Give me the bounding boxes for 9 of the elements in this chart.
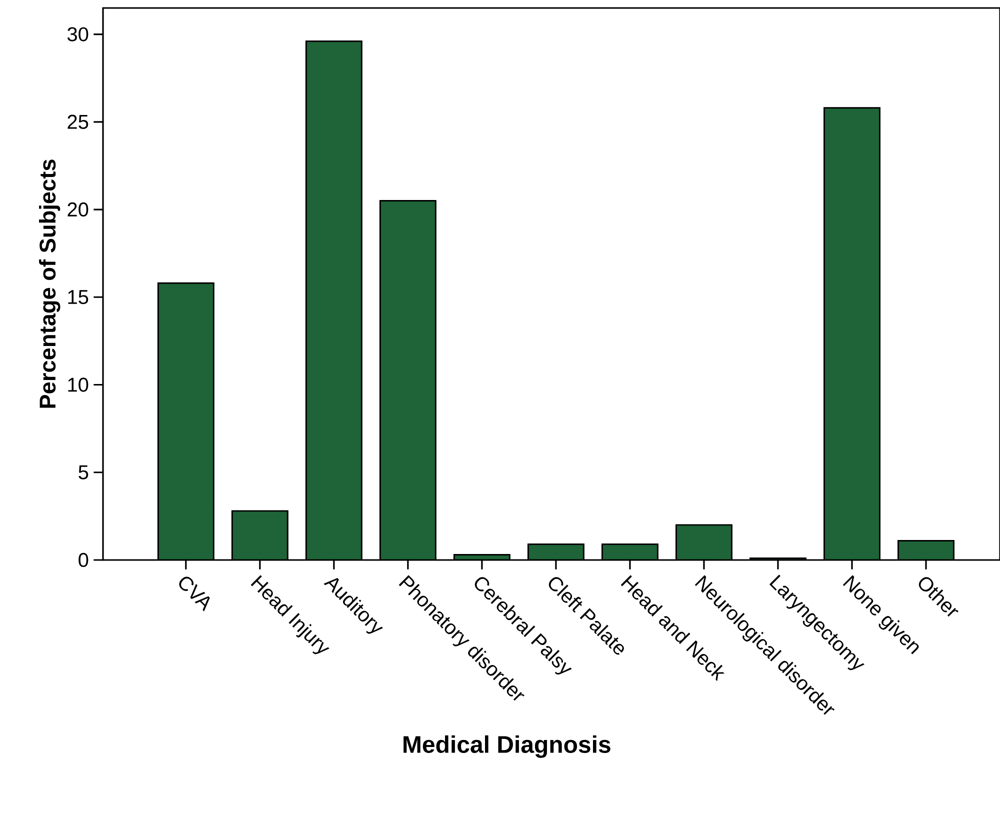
y-axis-title: Percentage of Subjects [39, 160, 60, 408]
y-tick-label: 15 [68, 290, 88, 304]
y-tick-label: 25 [68, 114, 88, 129]
y-tick-label: 10 [68, 378, 88, 392]
y-tick-label: 5 [78, 465, 88, 480]
y-tick-label: 0 [78, 552, 88, 568]
x-axis-title: Medical Diagnosis [404, 735, 610, 758]
y-tick-label: 30 [67, 27, 88, 42]
y-tick-label: 20 [68, 202, 88, 217]
